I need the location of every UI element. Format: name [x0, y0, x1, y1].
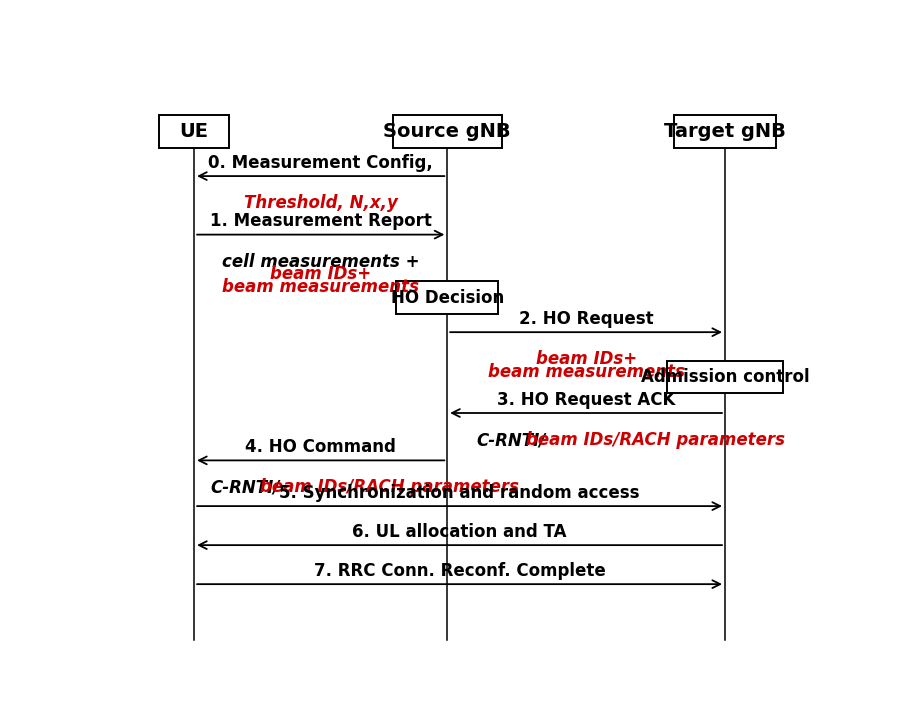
- Text: Admission control: Admission control: [640, 368, 809, 386]
- Text: 7. RRC Conn. Reconf. Complete: 7. RRC Conn. Reconf. Complete: [314, 562, 606, 580]
- Text: beam IDs/RACH parameters: beam IDs/RACH parameters: [526, 431, 785, 449]
- Text: cell measurements +: cell measurements +: [222, 253, 420, 271]
- Bar: [396, 282, 498, 313]
- Bar: [667, 361, 783, 393]
- Bar: [159, 115, 229, 148]
- Text: beam IDs+: beam IDs+: [270, 265, 371, 283]
- Text: 0. Measurement Config,: 0. Measurement Config,: [209, 153, 434, 172]
- Text: 1. Measurement Report: 1. Measurement Report: [210, 212, 432, 230]
- Text: 2. HO Request: 2. HO Request: [519, 310, 653, 328]
- Text: 3. HO Request ACK: 3. HO Request ACK: [497, 390, 676, 408]
- Text: beam IDs+: beam IDs+: [535, 350, 637, 369]
- Text: C-RNTI/: C-RNTI/: [476, 431, 545, 449]
- Text: 5. Synchronization and random access: 5. Synchronization and random access: [279, 484, 639, 502]
- Text: beam measurements: beam measurements: [222, 277, 419, 295]
- Text: Target gNB: Target gNB: [664, 122, 785, 141]
- Text: beam IDs/RACH parameters: beam IDs/RACH parameters: [260, 479, 520, 497]
- Text: 4. HO Command: 4. HO Command: [245, 438, 396, 456]
- Bar: [674, 115, 775, 148]
- Text: Threshold, N,x,y: Threshold, N,x,y: [244, 194, 397, 212]
- Text: C-RNTI/: C-RNTI/: [210, 479, 280, 497]
- Text: 6. UL allocation and TA: 6. UL allocation and TA: [352, 523, 567, 541]
- Bar: [393, 115, 502, 148]
- Text: Source gNB: Source gNB: [384, 122, 511, 141]
- Text: UE: UE: [180, 122, 209, 141]
- Text: beam measurements: beam measurements: [488, 363, 685, 381]
- Text: HO Decision: HO Decision: [391, 289, 504, 306]
